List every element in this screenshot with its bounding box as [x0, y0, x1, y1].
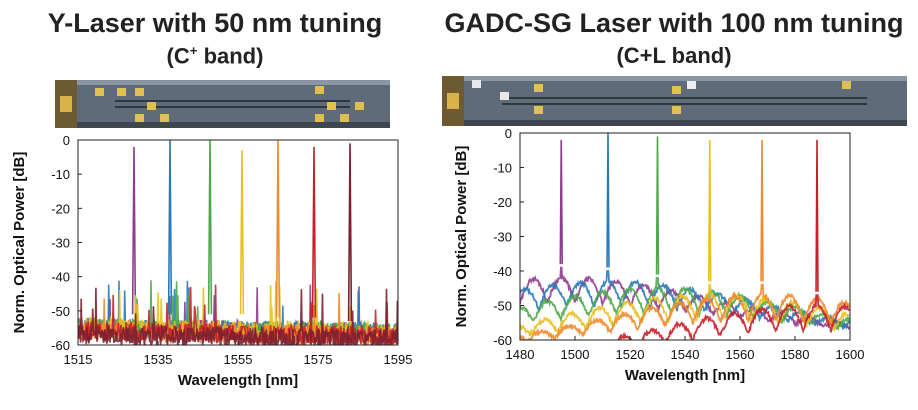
electrode-pad	[842, 81, 851, 89]
electrode-pad	[315, 86, 324, 94]
y-tick-label: -50	[51, 304, 70, 319]
lasing-peak	[239, 150, 245, 315]
series-3-spectrum	[520, 136, 850, 332]
x-axis-label: Wavelength [nm]	[625, 367, 745, 384]
plot-area	[520, 133, 850, 340]
y-tick-label: -60	[51, 338, 70, 353]
electrode-pad	[315, 114, 324, 122]
y-tick-label: 0	[505, 126, 512, 141]
electrode-pad	[147, 102, 156, 110]
chip-body	[442, 76, 907, 126]
y-tick-label: -40	[493, 264, 512, 279]
lasing-peak	[311, 146, 317, 318]
chip-edge-shadow	[55, 122, 390, 128]
electrode-pad	[340, 114, 349, 122]
electrode-pad	[355, 102, 364, 110]
chip-edge-highlight	[55, 80, 390, 85]
left-chart-title: Y-Laser with 50 nm tuning	[47, 8, 383, 38]
x-tick-label: 1600	[836, 347, 865, 362]
y-tick-label: -40	[51, 270, 70, 285]
noise-floor-line	[520, 276, 850, 332]
noise-floor-line	[520, 266, 850, 331]
left-subtitle-sup: +	[189, 43, 198, 58]
chip-edge-highlight	[442, 76, 907, 81]
right-chart-title: GADC-SG Laser with 100 nm tuning	[444, 8, 904, 38]
y-tick-label: -20	[51, 201, 70, 216]
noise-floor-line	[594, 294, 850, 340]
x-tick-label: 1555	[224, 352, 253, 367]
series-1-spectrum	[520, 139, 850, 331]
electrode-pad	[534, 106, 543, 114]
electrode-pad	[135, 88, 144, 96]
noise-floor-line	[78, 287, 398, 345]
electrode-pad	[500, 92, 509, 100]
x-tick-label: 1575	[304, 352, 333, 367]
lasing-peak	[167, 140, 173, 315]
chip-contact-pad	[60, 96, 72, 112]
left-subtitle-prefix: (C	[166, 43, 190, 69]
x-tick-label: 1515	[64, 352, 93, 367]
noise-floor-line	[520, 283, 850, 340]
left-subtitle-suffix: band)	[197, 43, 264, 69]
electrode-pad	[117, 88, 126, 96]
lasing-peak	[606, 133, 610, 268]
electrode-pad	[472, 80, 481, 88]
lasing-peak	[760, 139, 764, 282]
x-tick-label: 1480	[506, 347, 535, 362]
gadc-sg-chip-photo	[442, 76, 907, 126]
y-tick-label: -30	[51, 236, 70, 251]
lasing-peak	[559, 139, 564, 265]
y-tick-label: -10	[493, 161, 512, 176]
chip-contact-pad	[447, 93, 459, 109]
x-tick-label: 1595	[384, 352, 413, 367]
x-tick-label: 1540	[671, 347, 700, 362]
chip-edge-shadow	[442, 120, 907, 126]
electrode-pad	[95, 88, 104, 96]
electrode-pad	[160, 114, 169, 122]
series-5-spectrum	[520, 139, 850, 340]
lasing-peak	[207, 140, 213, 315]
x-tick-label: 1500	[561, 347, 590, 362]
y-tick-label: 0	[63, 133, 70, 148]
y-tick-label: -20	[493, 195, 512, 210]
y-tick-label: -30	[493, 230, 512, 245]
y-axis-label: Norm. Optical Power [dB]	[453, 146, 470, 328]
plot-area	[78, 140, 398, 345]
left-chart-subtitle: (C+ band)	[0, 43, 430, 69]
lasing-peak	[347, 143, 353, 322]
series-7-spectrum	[78, 143, 398, 345]
y-tick-label: -10	[51, 167, 70, 182]
y-laser-chip-photo	[55, 80, 390, 128]
x-axis-label: Wavelength [nm]	[178, 372, 298, 389]
right-panel: GADC-SG Laser with 100 nm tuning (C+L ba…	[430, 0, 918, 410]
x-tick-label: 1535	[144, 352, 173, 367]
x-tick-label: 1580	[781, 347, 810, 362]
electrode-pad	[687, 81, 696, 89]
series-2-spectrum	[520, 133, 850, 331]
lasing-peak	[707, 139, 712, 282]
y-tick-label: -60	[493, 333, 512, 348]
left-panel: Y-Laser with 50 nm tuning (C+ band) 0 -10…	[0, 0, 430, 410]
x-tick-label: 1520	[616, 347, 645, 362]
electrode-pad	[534, 84, 543, 92]
lasing-peak	[131, 146, 137, 315]
electrode-pad	[135, 114, 144, 122]
right-chart-subtitle: (C+L band)	[616, 43, 732, 68]
electrode-pad	[672, 86, 681, 94]
electrode-pad	[327, 102, 336, 110]
x-tick-label: 1560	[726, 347, 755, 362]
lasing-peak	[815, 139, 819, 292]
y-axis-label: Norm. Optical Power [dB]	[11, 152, 28, 334]
lasing-peak	[275, 140, 281, 318]
noise-floor-line	[520, 270, 850, 331]
y-tick-label: -50	[493, 299, 512, 314]
lasing-peak	[655, 136, 660, 275]
electrode-pad	[672, 106, 681, 114]
series-6-spectrum	[594, 139, 850, 340]
